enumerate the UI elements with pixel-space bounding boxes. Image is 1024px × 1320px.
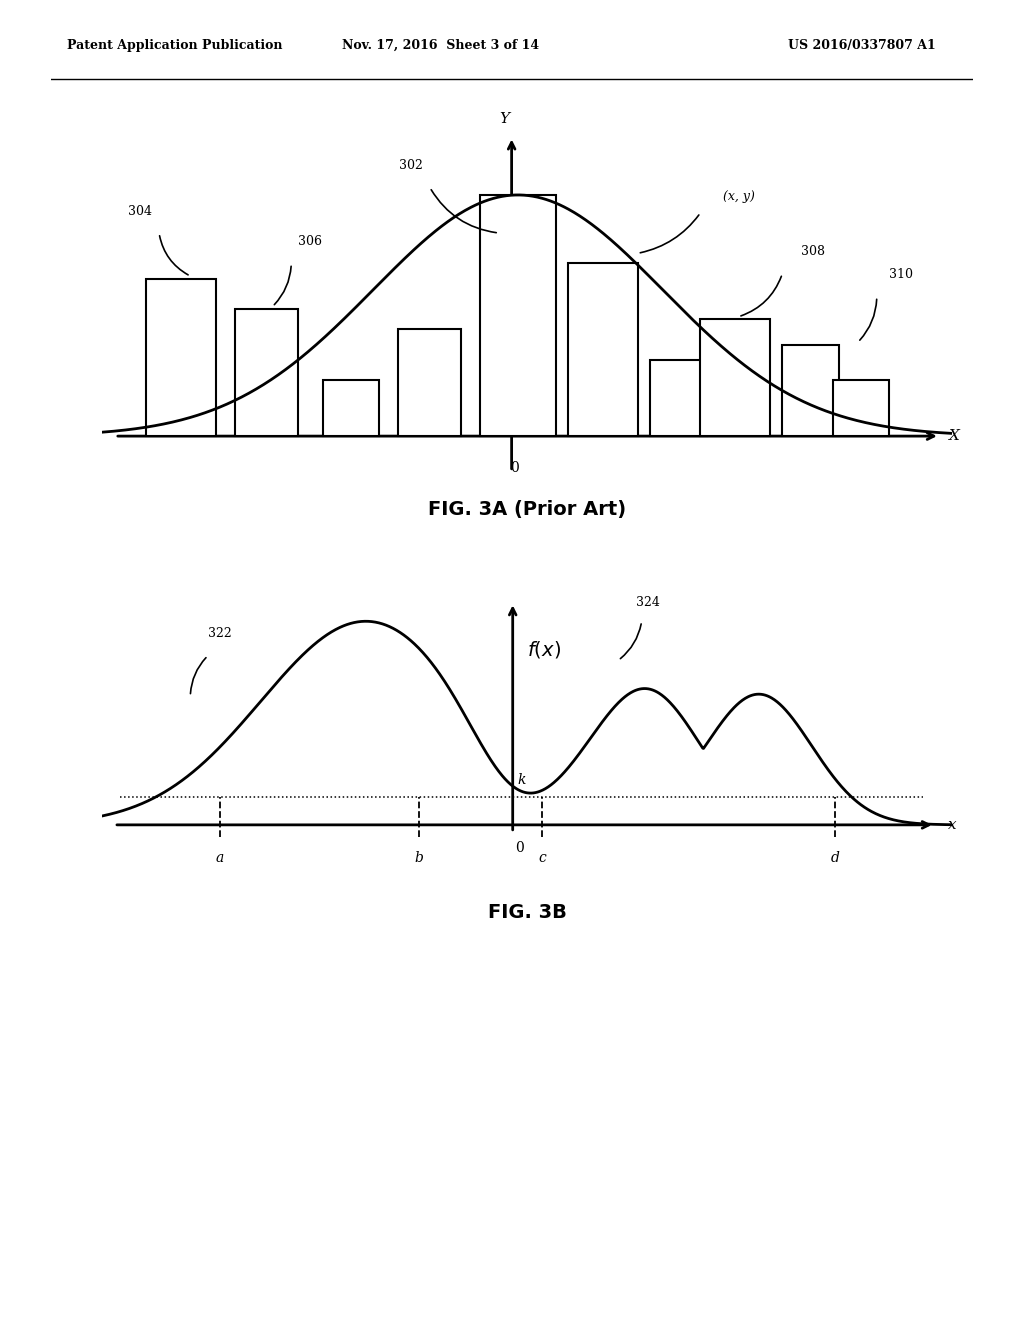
Text: 0: 0 — [515, 841, 524, 854]
Text: 306: 306 — [298, 235, 323, 248]
Bar — [234, 309, 298, 436]
Text: b: b — [415, 851, 423, 866]
Bar — [650, 360, 707, 436]
Bar — [833, 380, 890, 436]
Text: 0: 0 — [510, 462, 519, 475]
Text: (x, y): (x, y) — [723, 190, 755, 202]
Text: 310: 310 — [890, 268, 913, 281]
Bar — [568, 264, 638, 436]
Text: FIG. 3A (Prior Art): FIG. 3A (Prior Art) — [428, 500, 627, 519]
Text: d: d — [830, 851, 840, 866]
Text: X: X — [949, 429, 961, 444]
Text: $f(x)$: $f(x)$ — [527, 639, 561, 660]
Text: 304: 304 — [128, 205, 153, 218]
Text: Patent Application Publication: Patent Application Publication — [67, 38, 282, 51]
Text: 324: 324 — [636, 595, 659, 609]
Text: a: a — [215, 851, 224, 866]
Text: Nov. 17, 2016  Sheet 3 of 14: Nov. 17, 2016 Sheet 3 of 14 — [342, 38, 539, 51]
Bar — [146, 279, 216, 436]
Bar — [398, 330, 461, 436]
Text: 322: 322 — [208, 627, 231, 640]
Text: US 2016/0337807 A1: US 2016/0337807 A1 — [788, 38, 936, 51]
Text: x: x — [947, 818, 956, 832]
Bar — [323, 380, 380, 436]
Text: Y: Y — [499, 112, 509, 127]
Text: FIG. 3B: FIG. 3B — [487, 903, 567, 921]
Text: 308: 308 — [801, 246, 825, 259]
Bar — [700, 319, 770, 436]
Text: c: c — [539, 851, 546, 866]
Text: k: k — [517, 774, 525, 787]
Bar — [782, 345, 839, 436]
Bar — [480, 195, 556, 436]
Text: 302: 302 — [399, 160, 423, 172]
